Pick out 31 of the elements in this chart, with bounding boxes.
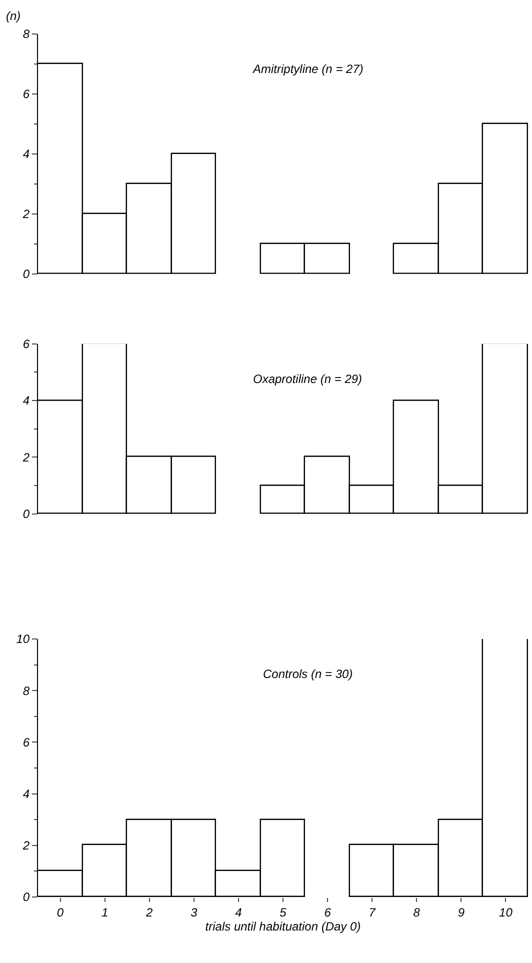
x-tick-label: 1 [101, 905, 108, 920]
y-tick-label: 4 [22, 786, 30, 801]
text: Oxaprotiline (n = 29) [253, 372, 362, 386]
y-tick-label: 6 [22, 337, 30, 352]
y-tick-label: 8 [22, 27, 30, 42]
x-tick-label: 8 [413, 905, 420, 920]
y-tick-label: 0 [22, 267, 30, 282]
y-tick-label: 8 [22, 684, 30, 698]
x-axis-title: trials until habituation (Day 0) [205, 919, 361, 934]
x-tick-label: 7 [368, 905, 377, 920]
x-tick-label: 6 [324, 905, 332, 920]
y-tick-label: 2 [22, 450, 30, 464]
y-tick-label: 6 [22, 735, 30, 750]
y-tick-label: 0 [22, 890, 30, 904]
text: Amitriptyline (n = 27) [252, 62, 364, 76]
x-tick-label: 9 [458, 905, 465, 920]
x-tick-label: 5 [280, 905, 287, 920]
x-tick-label: 2 [145, 905, 154, 920]
x-tick-label: 10 [499, 905, 513, 920]
x-tick-label: 3 [190, 905, 198, 920]
x-tick-label: 4 [235, 905, 242, 920]
x-tick-label: 0 [56, 905, 64, 920]
y-tick-label: 10 [16, 632, 30, 646]
y-tick-label: 4 [22, 394, 30, 408]
y-tick-label: 2 [22, 207, 30, 222]
text: Controls (n = 30) [263, 667, 353, 681]
y-tick-label: 2 [22, 838, 30, 853]
y-tick-label: 4 [22, 147, 30, 162]
y-axis-title: (n) [6, 9, 21, 23]
y-tick-label: 6 [22, 87, 30, 102]
y-tick-label: 0 [22, 507, 30, 522]
